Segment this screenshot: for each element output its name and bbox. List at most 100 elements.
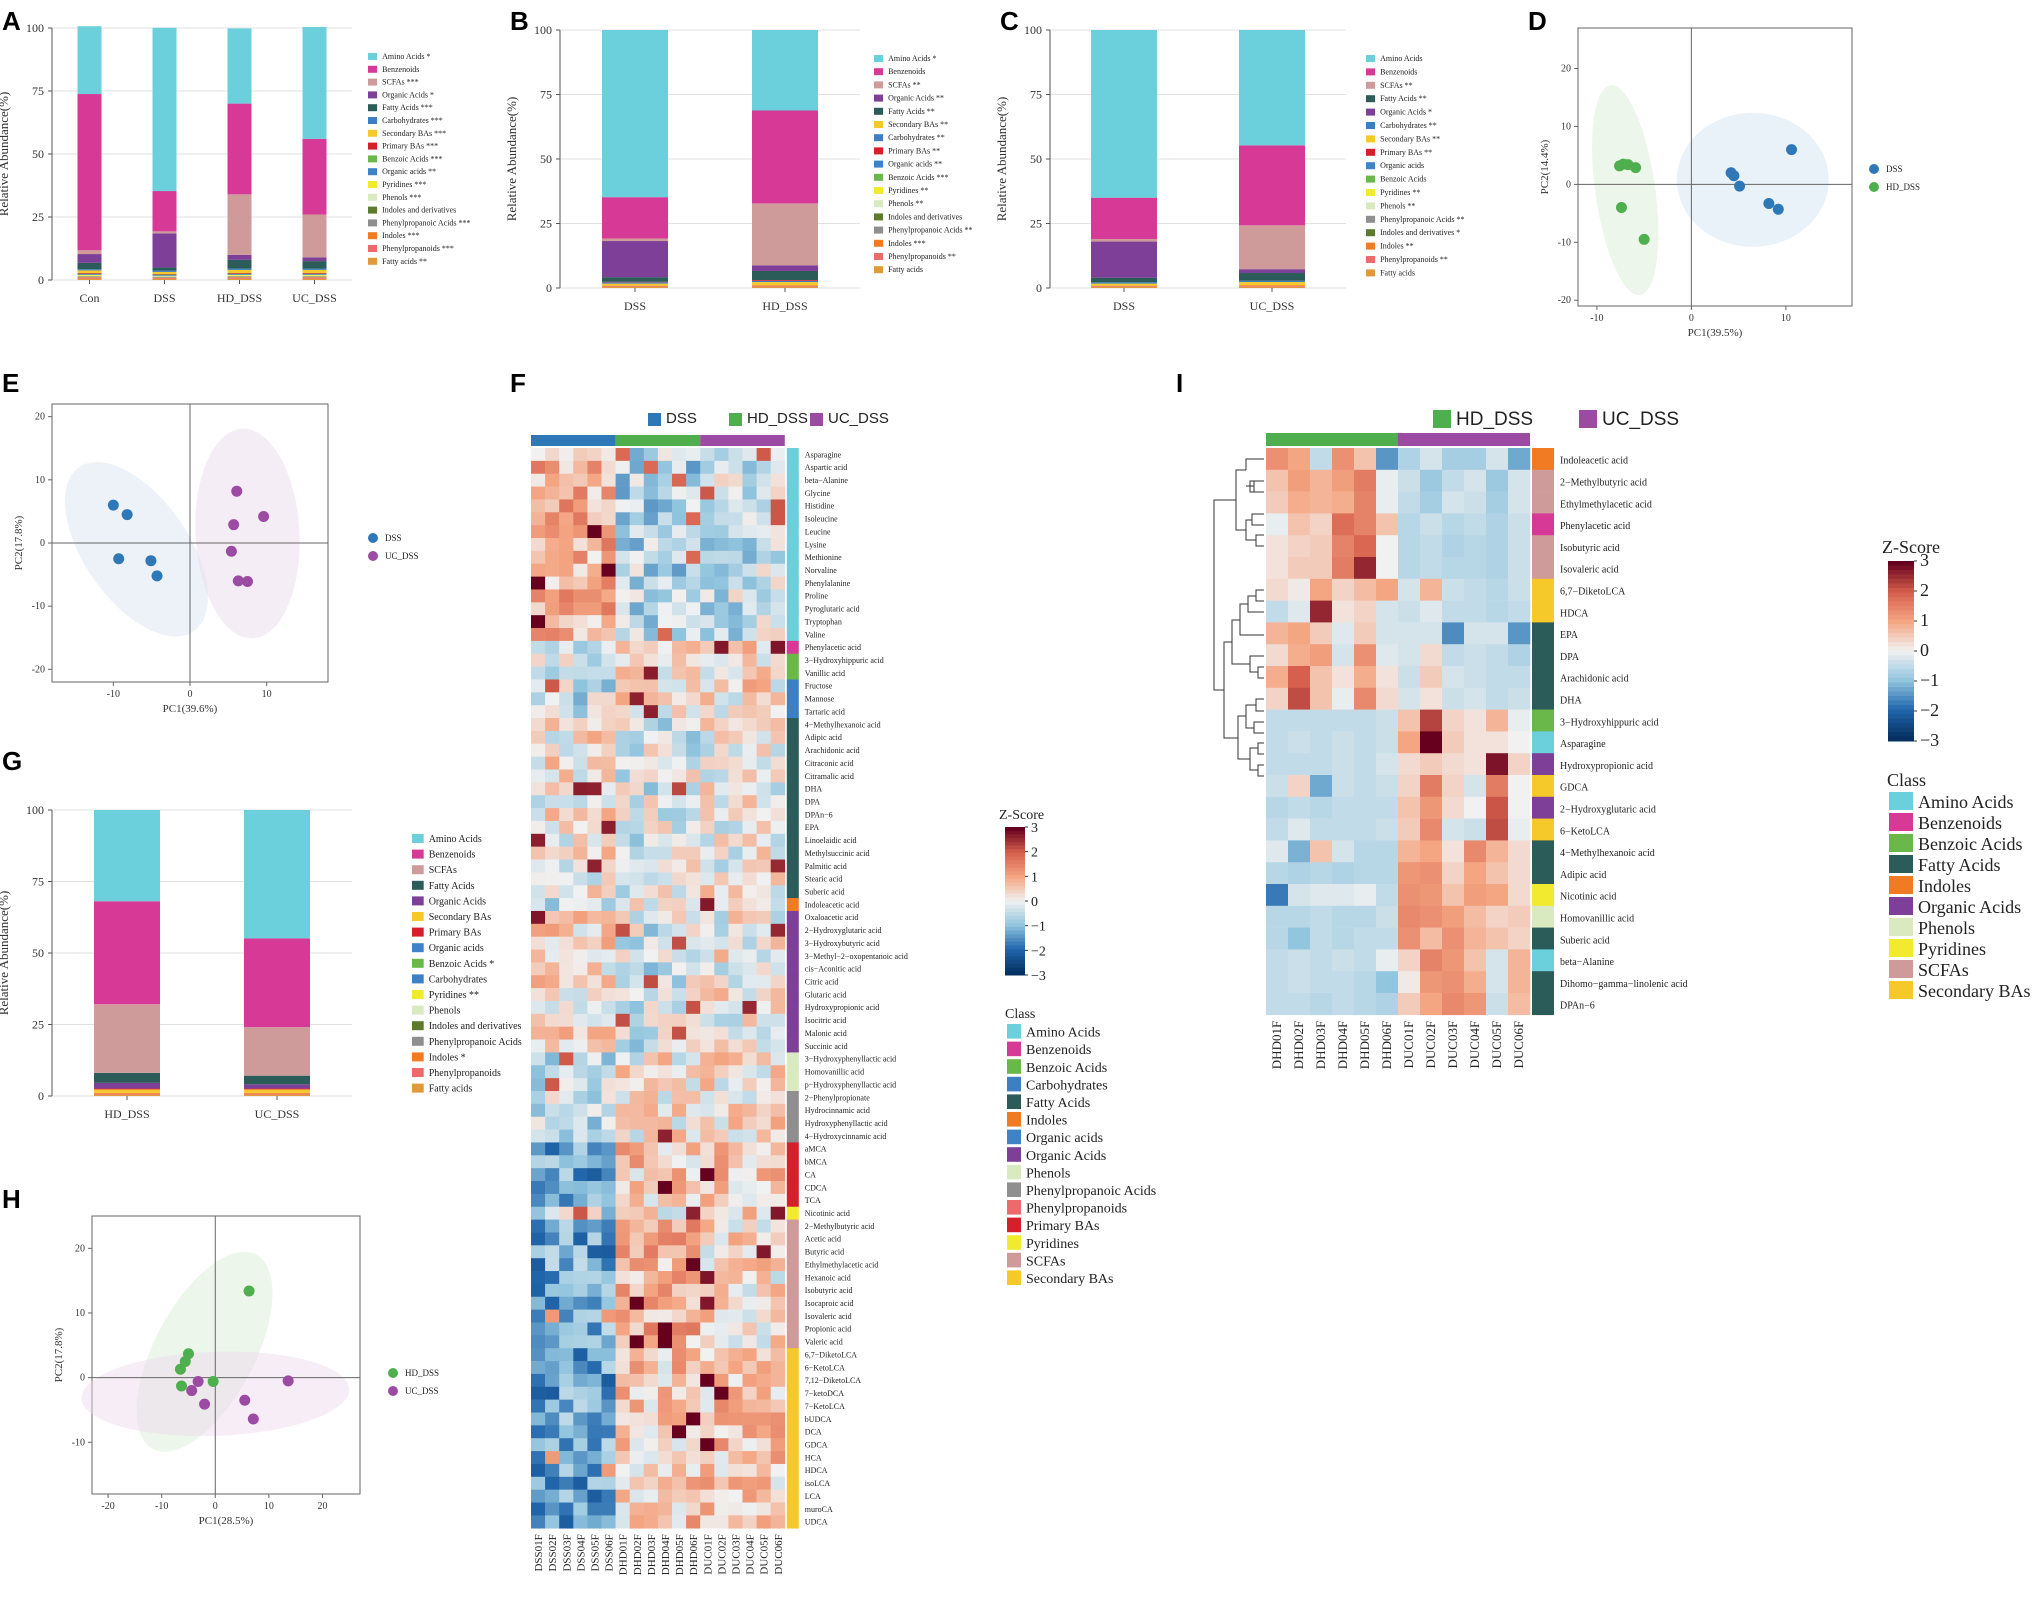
heatmap-cell [615, 910, 630, 925]
heatmap-cell [657, 615, 673, 629]
row-class-annotation [786, 1425, 799, 1439]
heatmap-cell [587, 1026, 602, 1040]
legend-swatch [368, 78, 378, 86]
row-label: DCA [805, 1428, 822, 1437]
bar-segment-fatty-acids [1091, 277, 1157, 283]
data-point-uc-dss [186, 1385, 198, 1397]
zscore-tick-label: 2 [1920, 580, 1929, 600]
heatmap-cell [756, 538, 771, 552]
heatmap-cell [1442, 644, 1465, 667]
heatmap-cell [770, 795, 786, 809]
heatmap-cell [742, 949, 757, 963]
heatmap-cell [672, 949, 687, 963]
heatmap-cell [559, 448, 574, 462]
heatmap-cell [545, 833, 560, 847]
heatmap-cell [601, 743, 616, 757]
heatmap-cell [587, 1245, 602, 1259]
heatmap-cell [686, 653, 701, 667]
bar-segment-indoles [752, 285, 818, 286]
heatmap-cell [742, 1361, 757, 1375]
heatmap-cell [587, 602, 602, 616]
data-point-uc-dss [242, 576, 253, 588]
heatmap-cell [573, 486, 588, 500]
bar-segment-phenylpropanoids [77, 277, 102, 279]
heatmap-cell [601, 589, 616, 603]
legend-swatch [412, 912, 424, 921]
zscore-gradient-step [1005, 956, 1025, 961]
heatmap-cell [1332, 622, 1355, 645]
heatmap-cell [643, 820, 659, 835]
heatmap-cell [1398, 600, 1421, 623]
heatmap-cell [1508, 731, 1531, 754]
heatmap-cell [559, 1476, 574, 1490]
heatmap-cell [615, 1283, 630, 1298]
row-label: Oxaloacetic acid [805, 913, 859, 922]
legend-swatch [1366, 162, 1376, 170]
heatmap-cell [531, 1219, 546, 1233]
heatmap-cell [629, 640, 645, 655]
heatmap-cell [643, 808, 659, 822]
heatmap-cell [629, 1335, 645, 1349]
bar-segment-indoles-and-derivatives [302, 276, 327, 277]
heatmap-cell [756, 936, 771, 950]
heatmap-cell [1420, 775, 1443, 798]
heatmap-cell [700, 525, 715, 539]
heatmap-cell [573, 949, 588, 963]
heatmap-cell [615, 1142, 630, 1156]
heatmap-cell [601, 1065, 616, 1079]
heatmap-cell [601, 486, 616, 500]
heatmap-cell [1442, 535, 1465, 558]
heatmap-cell [629, 1091, 645, 1105]
heatmap-cell [700, 988, 715, 1002]
heatmap-cell [742, 1309, 757, 1323]
heatmap-cell [559, 1206, 574, 1220]
heatmap-cell [742, 1399, 757, 1413]
heatmap-cell [728, 1502, 743, 1516]
heatmap-cell [629, 1116, 645, 1130]
heatmap-cell [756, 576, 771, 590]
class-legend-swatch [1889, 834, 1913, 852]
heatmap-cell [657, 885, 673, 899]
heatmap-cell [700, 1515, 715, 1529]
legend-swatch [412, 1083, 424, 1093]
heatmap-cell [714, 525, 729, 539]
heatmap-cell [756, 1489, 771, 1503]
heatmap-cell [601, 936, 616, 950]
heatmap-cell [1486, 491, 1509, 514]
heatmap-cell [601, 988, 616, 1002]
heatmap-cell [672, 1181, 687, 1195]
heatmap-cell [587, 1116, 602, 1130]
heatmap-cell [615, 1476, 630, 1490]
heatmap-cell [742, 1206, 757, 1220]
row-label: 6,7−DiketoLCA [805, 1350, 858, 1359]
heatmap-cell [728, 1142, 743, 1156]
heatmap-cell [531, 538, 546, 552]
heatmap-cell [686, 679, 701, 693]
heatmap-cell [672, 1489, 687, 1503]
class-legend-label: Indoles [1026, 1114, 1067, 1129]
heatmap-cell [545, 589, 560, 603]
heatmap-cell [756, 589, 771, 603]
heatmap-cell [742, 1168, 757, 1182]
heatmap-cell [686, 730, 701, 745]
heatmap-cell [728, 1258, 743, 1272]
column-label: DHD01F [1269, 1021, 1284, 1069]
zscore-gradient-step [1888, 619, 1914, 625]
row-class-annotation [1532, 535, 1554, 558]
heatmap-cell [1508, 622, 1531, 645]
heatmap-cell [559, 949, 574, 963]
heatmap-cell [1420, 971, 1443, 994]
heatmap-cell [559, 1322, 574, 1336]
row-label: Aspartic acid [805, 463, 847, 472]
heatmap-cell [615, 975, 630, 989]
heatmap-cell [742, 1283, 757, 1298]
heatmap-cell [559, 1155, 574, 1169]
heatmap-cell [700, 666, 715, 680]
heatmap-cell [770, 1361, 786, 1375]
y-tick-label: 75 [32, 875, 44, 889]
heatmap-cell [601, 808, 616, 822]
heatmap-cell [601, 1013, 616, 1027]
heatmap-cell [672, 1283, 687, 1298]
x-tick-label: HD_DSS [104, 1107, 149, 1121]
heatmap-cell [601, 576, 616, 590]
